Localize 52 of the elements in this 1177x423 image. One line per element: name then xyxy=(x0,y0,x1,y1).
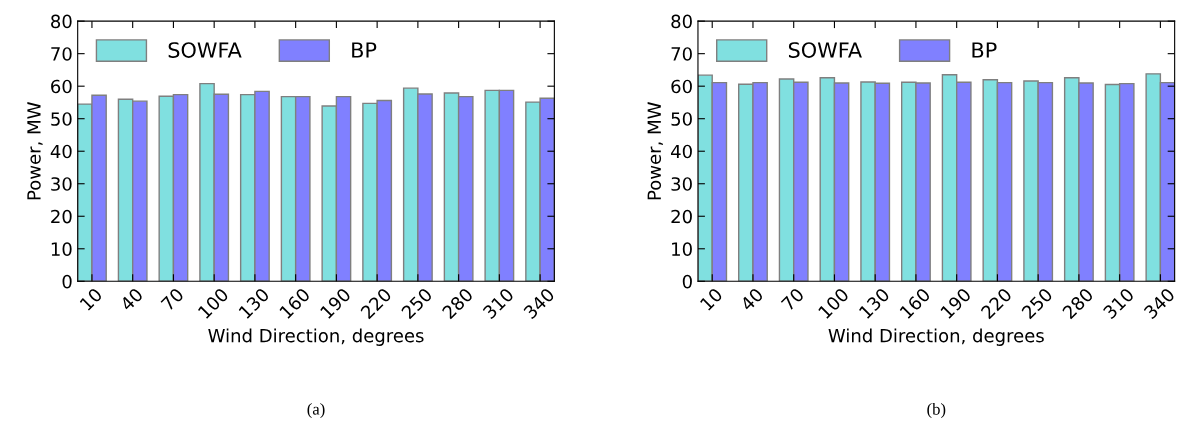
y-tick-label: 20 xyxy=(671,209,692,224)
y-tick-label: 80 xyxy=(671,14,692,29)
y-tick-label: 50 xyxy=(671,112,692,126)
x-tick-label: 10 xyxy=(79,287,103,311)
y-tick-label: 40 xyxy=(50,144,72,159)
y-tick-label: 50 xyxy=(51,112,72,126)
x-tick-label: 70 xyxy=(780,287,805,312)
x-tick-label: 70 xyxy=(160,287,185,312)
x-tick-label: 160 xyxy=(899,287,931,320)
y-tick-label: 60 xyxy=(51,79,72,94)
y-tick-label: 30 xyxy=(51,177,72,191)
x-tick-label: 190 xyxy=(319,287,352,320)
y-tick-label: 80 xyxy=(51,14,72,29)
text: (a) xyxy=(307,402,325,419)
x-tick-label: 340 xyxy=(1143,287,1176,320)
x-tick-label: 250 xyxy=(1020,287,1054,320)
legend-label: SOWFA xyxy=(788,42,862,58)
x-tick-label: 280 xyxy=(1061,287,1094,320)
y-tick-label: 70 xyxy=(51,47,72,61)
y-tick-label: 40 xyxy=(671,144,692,159)
x-tick-label: 220 xyxy=(980,287,1013,320)
x-tick-label: 280 xyxy=(441,287,474,320)
legend-label: SOWFA xyxy=(168,42,242,58)
y-tick-label: 0 xyxy=(62,274,72,289)
x-axis-title: Wind Direction, degrees xyxy=(828,328,1044,346)
y-tick-label: 10 xyxy=(672,242,692,256)
x-tick-label: 160 xyxy=(278,287,311,320)
x-tick-label: 340 xyxy=(522,287,556,320)
x-tick-label: 100 xyxy=(197,287,230,320)
x-tick-label: 310 xyxy=(482,287,515,320)
text: (b) xyxy=(927,402,946,419)
x-tick-label: 190 xyxy=(939,287,972,320)
x-tick-label: 40 xyxy=(119,287,144,312)
y-tick-label: 70 xyxy=(671,47,692,61)
x-tick-label: 220 xyxy=(359,287,393,320)
x-tick-label: 10 xyxy=(699,287,724,311)
x-tick-label: 250 xyxy=(400,287,433,320)
x-axis-title: Wind Direction, degrees xyxy=(208,328,424,346)
legend-label: BP xyxy=(352,42,377,58)
y-axis-title: Power, MW xyxy=(647,102,663,200)
y-tick-label: 20 xyxy=(51,209,72,224)
x-tick-label: 100 xyxy=(817,287,850,320)
y-tick-label: 60 xyxy=(671,79,692,94)
x-tick-label: 40 xyxy=(739,287,764,312)
y-tick-label: 0 xyxy=(682,274,692,289)
x-tick-label: 130 xyxy=(858,287,891,320)
y-axis-title: Power, MW xyxy=(27,102,43,200)
x-tick-label: 130 xyxy=(238,287,270,320)
y-tick-label: 30 xyxy=(671,177,692,191)
y-tick-label: 10 xyxy=(51,242,72,256)
x-tick-label: 310 xyxy=(1102,287,1135,320)
legend-label: BP xyxy=(972,42,997,58)
